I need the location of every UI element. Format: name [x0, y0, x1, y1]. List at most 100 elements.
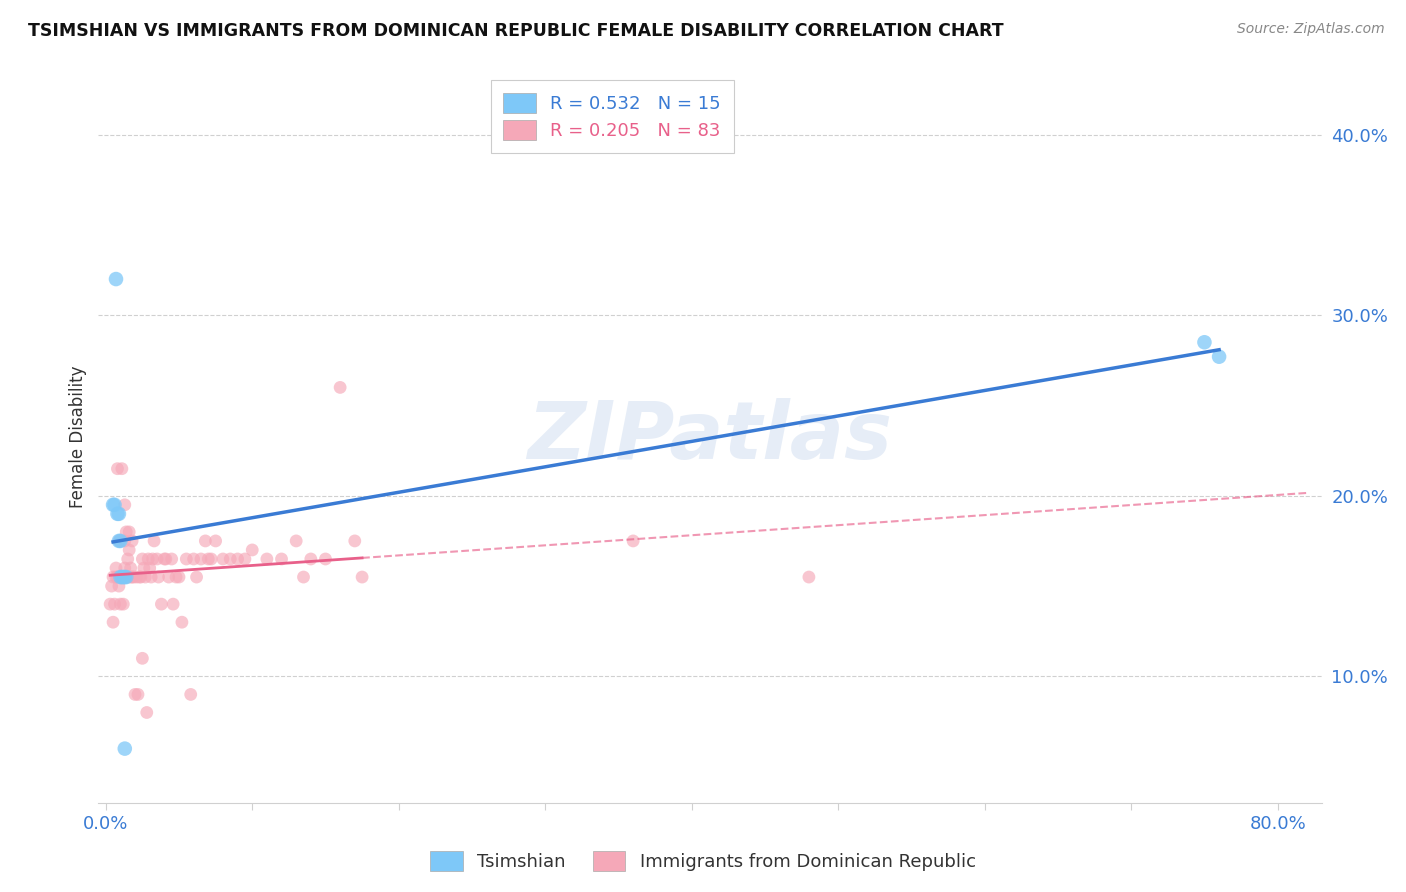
Point — [352, 570, 374, 584]
Point — [153, 552, 176, 566]
Point — [797, 570, 820, 584]
Point — [103, 498, 125, 512]
Point — [170, 615, 193, 630]
Point — [110, 570, 132, 584]
Legend: Tsimshian, Immigrants from Dominican Republic: Tsimshian, Immigrants from Dominican Rep… — [423, 844, 983, 879]
Point — [299, 552, 322, 566]
Point — [132, 561, 155, 575]
Point — [111, 461, 134, 475]
Point — [111, 570, 134, 584]
Point — [131, 552, 153, 566]
Point — [100, 579, 122, 593]
Point — [226, 552, 249, 566]
Point — [240, 543, 263, 558]
Point — [108, 579, 131, 593]
Point — [107, 461, 129, 475]
Point — [186, 570, 208, 584]
Point — [167, 570, 190, 584]
Point — [621, 533, 644, 548]
Point — [107, 507, 129, 521]
Point — [143, 533, 166, 548]
Point — [105, 570, 128, 584]
Point — [110, 533, 132, 548]
Point — [270, 552, 292, 566]
Point — [110, 597, 132, 611]
Point — [108, 507, 131, 521]
Point — [190, 552, 212, 566]
Point — [107, 570, 129, 584]
Y-axis label: Female Disability: Female Disability — [69, 366, 87, 508]
Point — [128, 570, 150, 584]
Point — [110, 533, 132, 548]
Point — [117, 552, 139, 566]
Point — [146, 552, 169, 566]
Text: Source: ZipAtlas.com: Source: ZipAtlas.com — [1237, 22, 1385, 37]
Point — [292, 570, 315, 584]
Point — [165, 570, 187, 584]
Point — [329, 380, 352, 394]
Point — [121, 533, 143, 548]
Point — [101, 570, 124, 584]
Point — [150, 597, 173, 611]
Legend: R = 0.532   N = 15, R = 0.205   N = 83: R = 0.532 N = 15, R = 0.205 N = 83 — [491, 80, 734, 153]
Point — [115, 570, 138, 584]
Point — [112, 570, 135, 584]
Point — [118, 524, 141, 539]
Point — [219, 552, 242, 566]
Point — [314, 552, 336, 566]
Point — [111, 570, 134, 584]
Point — [117, 570, 139, 584]
Point — [1208, 350, 1230, 364]
Point — [114, 533, 136, 548]
Point — [124, 688, 146, 702]
Point — [108, 533, 131, 548]
Point — [134, 570, 156, 584]
Point — [183, 552, 205, 566]
Point — [197, 552, 219, 566]
Point — [129, 570, 152, 584]
Point — [121, 570, 143, 584]
Point — [105, 272, 128, 286]
Point — [114, 561, 136, 575]
Point — [131, 651, 153, 665]
Point — [110, 570, 132, 584]
Point — [101, 498, 124, 512]
Point — [157, 570, 180, 584]
Point — [127, 688, 149, 702]
Point — [114, 498, 136, 512]
Point — [108, 533, 131, 548]
Text: TSIMSHIAN VS IMMIGRANTS FROM DOMINICAN REPUBLIC FEMALE DISABILITY CORRELATION CH: TSIMSHIAN VS IMMIGRANTS FROM DOMINICAN R… — [28, 22, 1004, 40]
Point — [148, 570, 170, 584]
Point — [120, 570, 142, 584]
Point — [115, 524, 138, 539]
Point — [142, 552, 165, 566]
Point — [138, 561, 160, 575]
Point — [285, 533, 308, 548]
Point — [115, 570, 138, 584]
Point — [180, 688, 202, 702]
Point — [212, 552, 235, 566]
Point — [343, 533, 366, 548]
Point — [200, 552, 222, 566]
Point — [233, 552, 256, 566]
Point — [204, 533, 226, 548]
Point — [1194, 335, 1216, 350]
Point — [141, 570, 163, 584]
Point — [162, 597, 184, 611]
Point — [98, 597, 121, 611]
Point — [103, 597, 125, 611]
Point — [136, 552, 159, 566]
Point — [118, 543, 141, 558]
Point — [176, 552, 198, 566]
Point — [112, 570, 135, 584]
Point — [122, 570, 145, 584]
Point — [135, 706, 157, 720]
Text: ZIPatlas: ZIPatlas — [527, 398, 893, 476]
Point — [105, 561, 128, 575]
Point — [120, 561, 142, 575]
Point — [114, 741, 136, 756]
Point — [101, 615, 124, 630]
Point — [155, 552, 177, 566]
Point — [125, 570, 148, 584]
Point — [194, 533, 217, 548]
